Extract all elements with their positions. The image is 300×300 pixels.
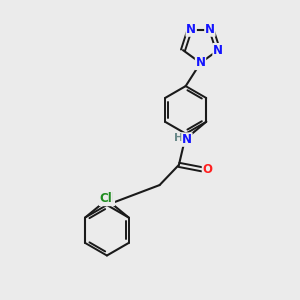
Text: N: N (186, 23, 196, 36)
Text: N: N (205, 23, 215, 36)
Text: Cl: Cl (100, 192, 112, 206)
Text: O: O (202, 163, 212, 176)
Text: Cl: Cl (102, 192, 114, 206)
Text: N: N (213, 44, 223, 57)
Text: N: N (182, 133, 192, 146)
Text: N: N (196, 56, 206, 69)
Text: H: H (174, 133, 183, 143)
